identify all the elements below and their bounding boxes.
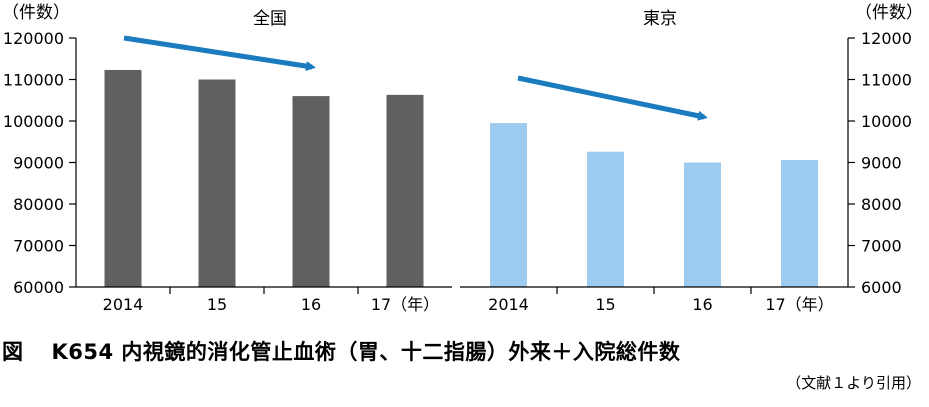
y-tick-label-tokyo: 11000 bbox=[861, 71, 912, 90]
y-tick-label-national: 80000 bbox=[13, 195, 64, 214]
x-tick-label-national: 16 bbox=[301, 295, 321, 314]
bar-tokyo bbox=[587, 151, 624, 287]
figure-label: 図 bbox=[2, 340, 24, 364]
x-tick-label-tokyo: 2014 bbox=[488, 295, 529, 314]
y-tick-label-tokyo: 12000 bbox=[861, 29, 912, 48]
y-tick-label-national: 90000 bbox=[13, 154, 64, 173]
x-tick-label-national: 15 bbox=[207, 295, 227, 314]
x-tick-label-tokyo: 15 bbox=[595, 295, 615, 314]
y-tick-label-tokyo: 7000 bbox=[861, 237, 902, 256]
bar-national bbox=[386, 94, 424, 287]
chart-title-national: 全国 bbox=[253, 9, 287, 29]
chart-national: （件数） 全国 120000 110000 100000 90000 80000 7000… bbox=[2, 3, 452, 314]
bar-tokyo bbox=[684, 162, 721, 287]
figure-caption: 図 K654 内視鏡的消化管止血術（胃、十二指腸）外来＋入院総件数 bbox=[2, 336, 680, 366]
x-tick-label-national: 2014 bbox=[103, 295, 144, 314]
y-tick-label-national: 70000 bbox=[13, 237, 64, 256]
y-tick-label-national: 60000 bbox=[13, 278, 64, 297]
bar-national bbox=[292, 96, 330, 287]
bar-tokyo bbox=[781, 160, 818, 287]
x-tick-label-national: 17（年） bbox=[371, 295, 439, 314]
trend-arrow-national bbox=[123, 35, 316, 72]
y-tick-label-national: 100000 bbox=[3, 112, 64, 131]
y-tick-label-tokyo: 9000 bbox=[861, 154, 902, 173]
y-tick-label-tokyo: 6000 bbox=[861, 278, 902, 297]
chart-tokyo: （件数） 東京 1200011000100009000800070006000 … bbox=[460, 3, 923, 314]
bar-national bbox=[198, 79, 236, 287]
x-axis-tokyo: 2014 15 16 17（年） bbox=[460, 286, 848, 314]
y-axis-tokyo: 12000 11000 10000 9000 8000 7000 6000 bbox=[847, 29, 912, 297]
x-tick-label-tokyo: 16 bbox=[692, 295, 712, 314]
bar-national bbox=[104, 69, 142, 287]
y-tick-label-national: 120000 bbox=[3, 29, 64, 48]
figure-caption-text: K654 内視鏡的消化管止血術（胃、十二指腸）外来＋入院総件数 bbox=[51, 340, 681, 364]
y-unit-label-national: （件数） bbox=[2, 3, 70, 23]
x-axis-national: 2014 15 16 17（年） bbox=[76, 286, 452, 314]
figure-source: （文献１より引用） bbox=[786, 374, 921, 392]
y-tick-label-national: 110000 bbox=[3, 71, 64, 90]
y-tick-label-tokyo: 8000 bbox=[861, 195, 902, 214]
trend-arrow-tokyo bbox=[517, 75, 708, 121]
y-tick-label-tokyo: 10000 bbox=[861, 112, 912, 131]
chart-title-tokyo: 東京 bbox=[643, 9, 677, 29]
chart-figure: （件数） 全国 120000 110000 100000 90000 80000 7000… bbox=[2, 3, 923, 314]
x-tick-label-tokyo: 17（年） bbox=[765, 295, 833, 314]
y-unit-label-tokyo: （件数） bbox=[855, 3, 923, 23]
y-axis-national: 120000 110000 100000 90000 80000 70000 60000 bbox=[3, 29, 77, 297]
bar-tokyo bbox=[490, 123, 527, 287]
